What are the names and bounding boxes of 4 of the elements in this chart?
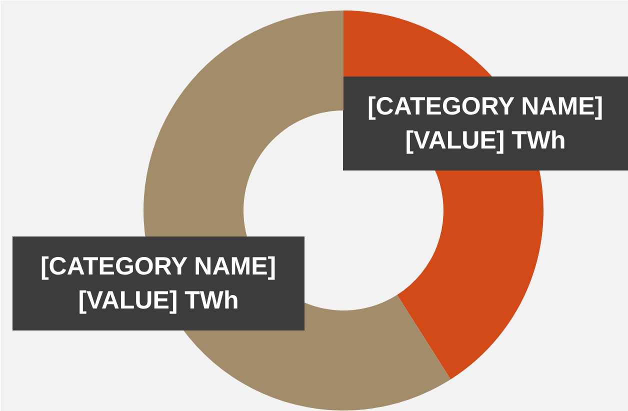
slice-label: [CATEGORY NAME]	[367, 92, 604, 120]
slice-label: [CATEGORY NAME]	[40, 252, 276, 280]
data-label: [VALUE] TWh	[405, 126, 566, 154]
data-label: [VALUE] TWh	[78, 286, 239, 314]
